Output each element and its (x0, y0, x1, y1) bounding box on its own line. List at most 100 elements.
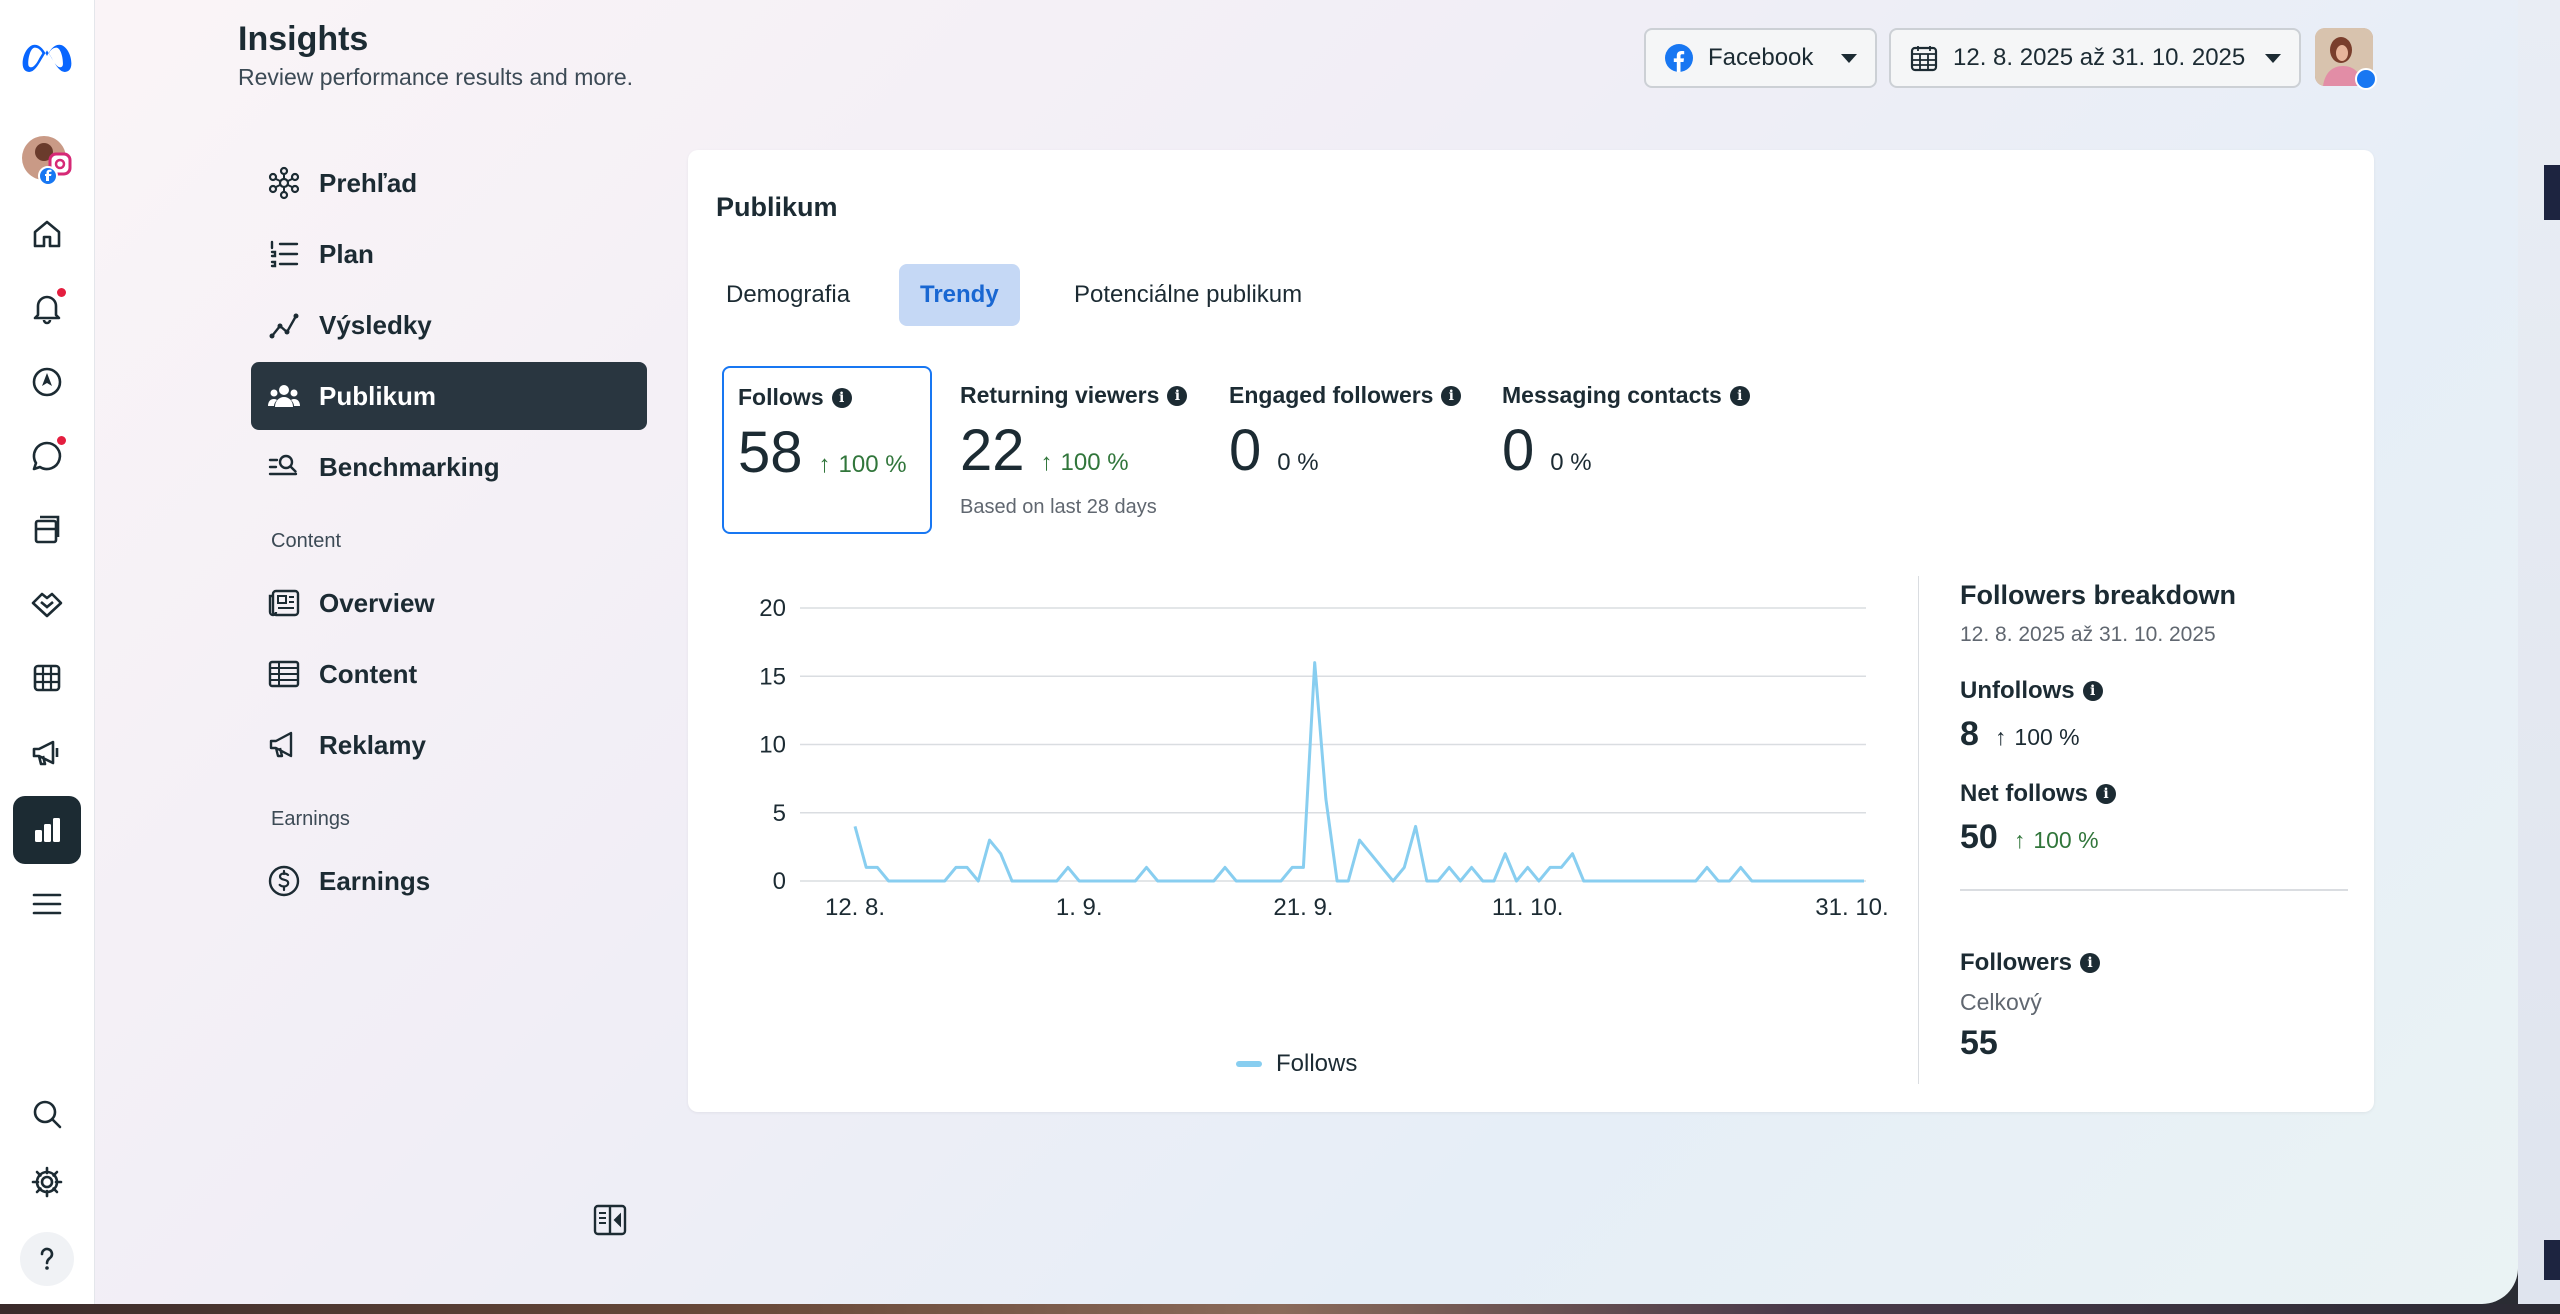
search-icon[interactable] (23, 1090, 71, 1138)
y-tick-label: 10 (759, 732, 786, 759)
posts-icon[interactable] (23, 506, 71, 554)
info-icon[interactable]: i (831, 387, 852, 408)
tab-demografia[interactable]: Demografia (726, 281, 851, 308)
nav-label: Reklamy (319, 729, 426, 760)
app-window: Insights Review performance results and … (0, 0, 2518, 1304)
platform-select[interactable]: Facebook (1644, 28, 1877, 88)
x-tick-label: 11. 10. (1492, 894, 1564, 921)
edge-marker (2544, 1240, 2560, 1280)
metric-label: Messaging contacts (1502, 382, 1722, 408)
ads-megaphone-icon[interactable] (23, 728, 71, 776)
profile-avatar[interactable] (2315, 28, 2377, 90)
account-avatar[interactable] (18, 134, 74, 190)
followers-subtitle: Celkový (1960, 989, 2042, 1015)
metric-value: 22 (960, 418, 1025, 483)
arrow-up-icon: ↑ (1040, 449, 1053, 476)
settings-gear-icon[interactable] (23, 1158, 71, 1206)
follows-series-line[interactable] (853, 661, 1864, 883)
metric-follows[interactable]: Follows i 58 ↑ 100 % (722, 366, 932, 534)
metric-change: 100 % (838, 451, 907, 478)
network-icon (268, 166, 300, 200)
search-list-icon (268, 454, 298, 476)
legend-label: Follows (1276, 1050, 1358, 1077)
partnership-icon[interactable] (23, 580, 71, 628)
collapse-sidebar-button[interactable] (592, 1202, 628, 1238)
background-window-edge (2518, 0, 2560, 1314)
followers-value: 55 (1960, 1024, 1998, 1062)
megaphone-icon (269, 731, 293, 758)
chart-legend[interactable]: Follows (1236, 1050, 1357, 1078)
card-title: Publikum (716, 192, 838, 222)
table-grid-icon (268, 660, 300, 688)
x-tick-label: 21. 9. (1273, 894, 1333, 921)
y-tick-label: 5 (773, 800, 786, 827)
nav-label: Benchmarking (319, 451, 500, 482)
info-icon[interactable]: i (2082, 681, 2103, 701)
nav-label: Overview (319, 587, 435, 618)
nav-item-prehlad[interactable]: Prehľad (251, 149, 647, 217)
net-follows-value: 50 (1960, 818, 1998, 856)
notification-dot (57, 288, 66, 297)
facebook-badge-icon (2355, 68, 2377, 90)
breakdown-title: Followers breakdown (1960, 580, 2237, 610)
date-range-select[interactable]: 12. 8. 2025 až 31. 10. 2025 (1889, 28, 2301, 88)
nav-item-overview[interactable]: Overview (251, 569, 647, 637)
chevron-down-icon (1841, 53, 1857, 63)
audience-card: Publikum Demografia Trendy Potenciálne p… (688, 150, 2374, 1112)
nav-label: Publikum (319, 380, 437, 411)
metric-note: Based on last 28 days (960, 496, 1157, 518)
net-follows-label: Net follows (1960, 780, 2089, 807)
tab-trendy[interactable]: Trendy (899, 264, 1020, 326)
insights-icon[interactable] (13, 796, 81, 864)
info-icon[interactable]: i (2096, 784, 2117, 804)
nav-item-publikum[interactable]: Publikum (251, 362, 647, 430)
followers-block: Followers i Celkový 55 (1960, 949, 2348, 1063)
tab-potencialne-publikum[interactable]: Potenciálne publikum (1074, 281, 1303, 308)
unfollows-label: Unfollows (1960, 677, 2075, 704)
desktop-background (0, 1304, 2560, 1314)
page-title: Insights (238, 20, 369, 58)
net-follows-block: Net follows i 50 ↑ 100 % (1960, 780, 2348, 857)
metric-messaging-contacts[interactable]: Messaging contacts i 0 0 % (1488, 366, 1768, 534)
menu-icon[interactable] (23, 880, 71, 928)
table-icon[interactable] (23, 654, 71, 702)
messages-icon[interactable] (23, 432, 71, 480)
notifications-icon[interactable] (23, 284, 71, 332)
nav-item-vysledky[interactable]: Výsledky (251, 291, 647, 359)
metric-engaged-followers[interactable]: Engaged followers i 0 0 % (1215, 366, 1475, 534)
metric-label: Returning viewers (960, 382, 1160, 408)
y-tick-label: 0 (773, 868, 786, 895)
info-icon[interactable]: i (2080, 953, 2101, 973)
platform-label: Facebook (1708, 44, 1814, 71)
nav-item-earnings[interactable]: Earnings (251, 847, 647, 915)
metric-change: 0 % (1277, 449, 1319, 476)
page-subtitle: Review performance results and more. (238, 64, 633, 90)
home-icon[interactable] (23, 210, 71, 258)
nav-item-content[interactable]: Content (251, 640, 647, 708)
info-icon[interactable]: i (1167, 385, 1188, 406)
metric-value: 0 (1229, 418, 1262, 483)
trend-line-icon (269, 313, 299, 339)
newspaper-icon (268, 589, 300, 617)
unfollows-block: Unfollows i 8 ↑ 100 % (1960, 677, 2348, 754)
metric-returning-viewers[interactable]: Returning viewers i 22 ↑ 100 % Based on la… (946, 366, 1206, 534)
info-icon[interactable]: i (1729, 385, 1750, 406)
divider (1918, 576, 1919, 1084)
nav-item-benchmarking[interactable]: Benchmarking (251, 433, 647, 501)
help-icon[interactable] (20, 1232, 74, 1286)
metric-value: 58 (738, 420, 803, 485)
y-tick-label: 20 (759, 595, 786, 622)
calendar-icon (1910, 46, 1938, 72)
arrow-up-icon: ↑ (1994, 724, 2007, 750)
meta-logo-icon[interactable] (16, 32, 78, 80)
metric-change: 100 % (1060, 449, 1129, 476)
arrow-up-icon: ↑ (818, 451, 831, 478)
edge-marker (2544, 165, 2560, 220)
nav-item-reklamy[interactable]: Reklamy (251, 711, 647, 779)
list-icon (270, 240, 299, 268)
compass-icon[interactable] (23, 358, 71, 406)
nav-item-plan[interactable]: Plan (251, 220, 647, 288)
profile-photo (2315, 28, 2373, 86)
info-icon[interactable]: i (1441, 385, 1461, 406)
legend-swatch (1236, 1061, 1262, 1067)
